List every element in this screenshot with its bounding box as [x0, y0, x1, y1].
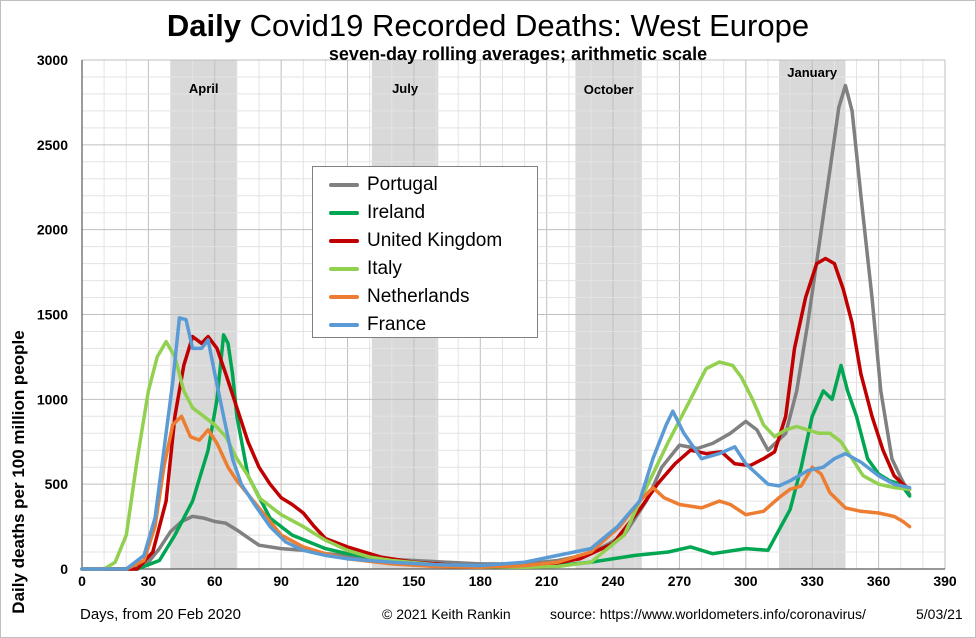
x-tick-label: 0	[78, 573, 86, 589]
legend-item-italy: Italy	[313, 255, 537, 283]
source-note: source: https://www.worldometers.info/co…	[550, 606, 866, 622]
legend-item-netherlands: Netherlands	[313, 283, 537, 311]
legend-swatch-france	[329, 323, 359, 327]
x-tick-label: 180	[469, 573, 493, 589]
x-tick-label: 300	[734, 573, 758, 589]
chart-title-rest: Covid19 Recorded Deaths: West Europe	[241, 8, 810, 43]
y-tick-label: 1000	[37, 391, 68, 407]
x-tick-label: 120	[336, 573, 360, 589]
series-line-netherlands	[80, 414, 912, 571]
legend-swatch-italy	[329, 267, 359, 271]
legend-label-portugal: Portugal	[367, 174, 438, 195]
y-tick-label: 2000	[37, 222, 68, 238]
x-tick-label: 390	[933, 573, 957, 589]
x-tick-label: 150	[402, 573, 426, 589]
y-tick-label: 3000	[37, 52, 68, 68]
x-tick-label: 240	[601, 573, 625, 589]
legend-item-ireland: Ireland	[313, 199, 537, 227]
legend-label-netherlands: Netherlands	[367, 286, 470, 307]
x-axis-title: Days, from 20 Feb 2020	[80, 606, 241, 623]
legend-label-ireland: Ireland	[367, 202, 426, 223]
series-line-france	[80, 316, 912, 571]
month-label-july: July	[392, 81, 419, 96]
chart-title-bold: Daily	[166, 8, 242, 43]
month-label-april: April	[189, 81, 219, 96]
legend-label-italy: Italy	[367, 258, 402, 279]
legend-swatch-ireland	[329, 211, 359, 215]
legend-item-portugal: Portugal	[313, 171, 537, 199]
chart-legend: Portugal Ireland United Kingdom Italy Ne…	[312, 166, 538, 338]
chart-subtitle: seven-day rolling averages; arithmetic s…	[328, 44, 708, 64]
month-label-january: January	[787, 65, 838, 80]
y-tick-label: 500	[45, 476, 69, 492]
chart-title: Daily Covid19 Recorded Deaths: West Euro…	[0, 8, 976, 44]
x-tick-label: 210	[535, 573, 559, 589]
y-tick-label: 0	[60, 561, 68, 577]
x-tick-label: 330	[801, 573, 825, 589]
legend-label-france: France	[367, 314, 427, 335]
legend-swatch-portugal	[329, 183, 359, 187]
date-note: 5/03/21	[916, 606, 963, 622]
legend-item-france: France	[313, 311, 537, 339]
y-tick-label: 1500	[37, 307, 68, 323]
x-tick-label: 30	[141, 573, 157, 589]
legend-label-united-kingdom: United Kingdom	[367, 230, 503, 251]
month-label-october: October	[584, 82, 634, 97]
x-tick-label: 90	[273, 573, 289, 589]
y-axis-title: Daily deaths per 100 million people	[9, 330, 28, 613]
y-tick-label: 2500	[37, 137, 68, 153]
legend-swatch-netherlands	[329, 295, 359, 299]
copyright-note: © 2021 Keith Rankin	[382, 606, 511, 622]
legend-item-united-kingdom: United Kingdom	[313, 227, 537, 255]
x-tick-label: 60	[207, 573, 223, 589]
legend-swatch-united-kingdom	[329, 239, 359, 243]
x-tick-label: 360	[867, 573, 891, 589]
x-tick-label: 270	[668, 573, 692, 589]
